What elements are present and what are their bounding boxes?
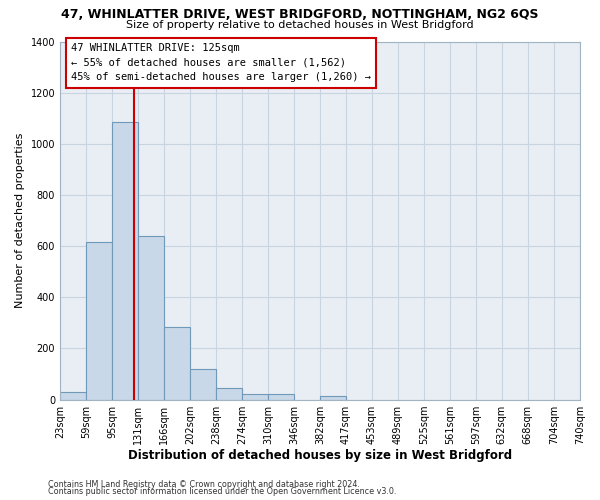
Bar: [242, 394, 268, 400]
Bar: [190, 369, 216, 400]
Bar: [139, 236, 164, 400]
Bar: [112, 122, 139, 400]
Text: 47 WHINLATTER DRIVE: 125sqm
← 55% of detached houses are smaller (1,562)
45% of : 47 WHINLATTER DRIVE: 125sqm ← 55% of det…: [71, 43, 371, 82]
Y-axis label: Number of detached properties: Number of detached properties: [15, 133, 25, 308]
Bar: [60, 392, 86, 400]
Bar: [268, 394, 294, 400]
Bar: [216, 388, 242, 400]
Text: 47, WHINLATTER DRIVE, WEST BRIDGFORD, NOTTINGHAM, NG2 6QS: 47, WHINLATTER DRIVE, WEST BRIDGFORD, NO…: [61, 8, 539, 20]
Bar: [320, 396, 346, 400]
Text: Contains public sector information licensed under the Open Government Licence v3: Contains public sector information licen…: [48, 488, 397, 496]
X-axis label: Distribution of detached houses by size in West Bridgford: Distribution of detached houses by size …: [128, 450, 512, 462]
Bar: [86, 242, 112, 400]
Text: Contains HM Land Registry data © Crown copyright and database right 2024.: Contains HM Land Registry data © Crown c…: [48, 480, 360, 489]
Bar: [164, 326, 190, 400]
Text: Size of property relative to detached houses in West Bridgford: Size of property relative to detached ho…: [126, 20, 474, 30]
